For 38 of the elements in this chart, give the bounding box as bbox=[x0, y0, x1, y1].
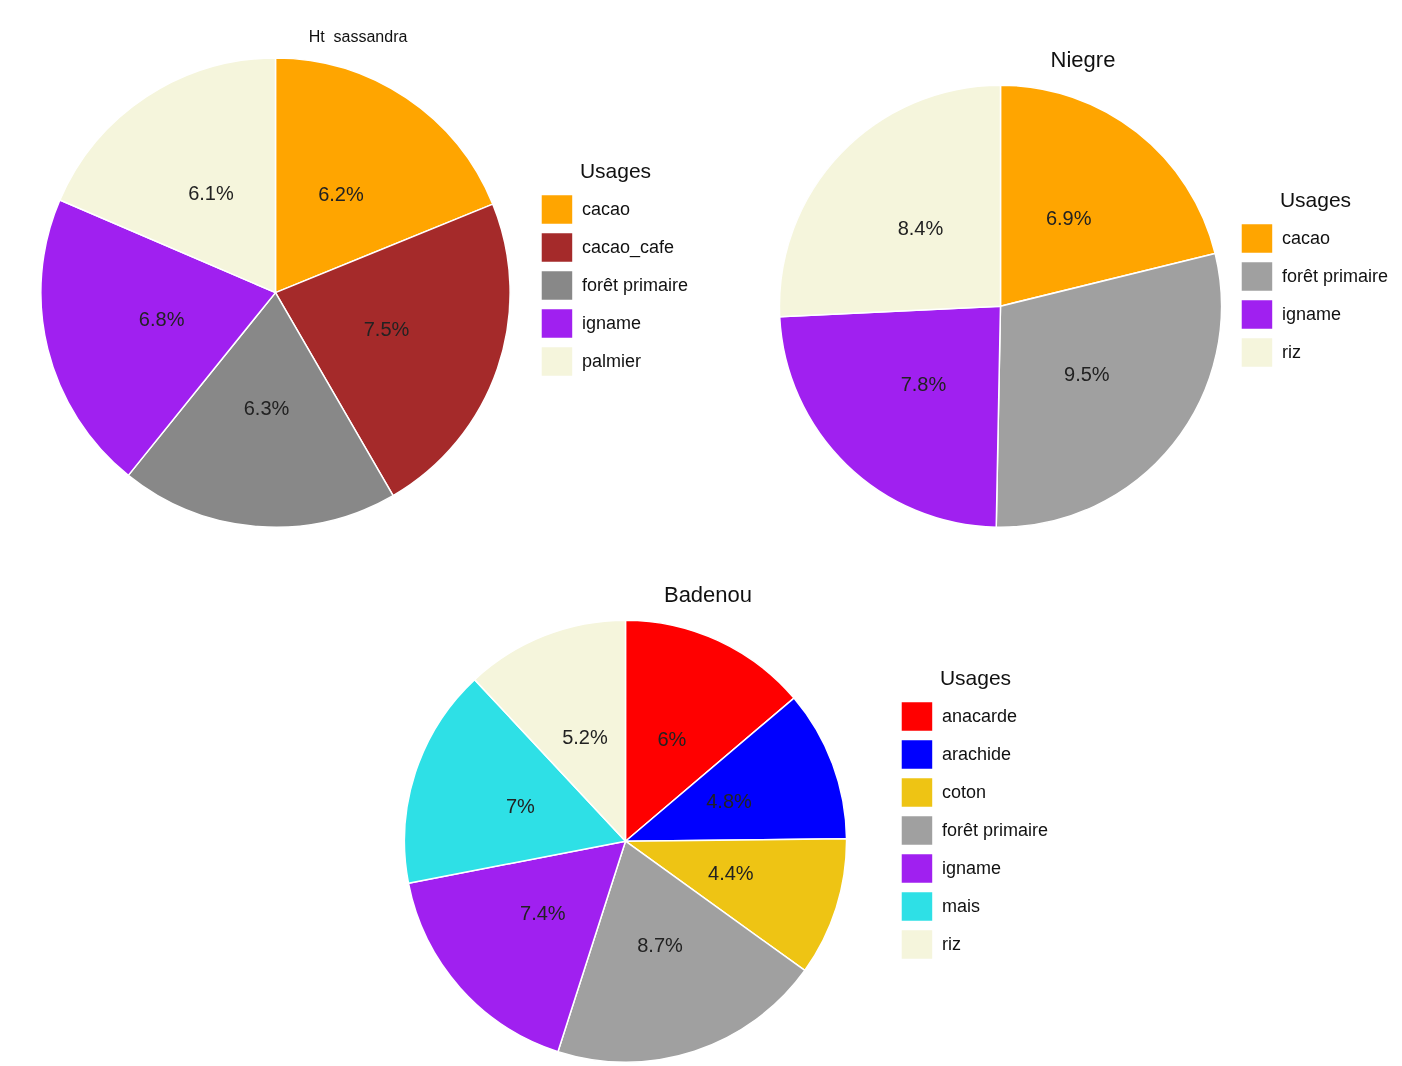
legend-label: igname bbox=[1281, 303, 1342, 324]
data-label: 6.3% bbox=[243, 397, 290, 420]
data-label: 6.1% bbox=[188, 182, 234, 205]
data-label: 4.8% bbox=[706, 790, 753, 813]
legend-label: igname bbox=[941, 857, 1002, 878]
legend-label: cacao_cafe bbox=[581, 236, 675, 258]
chart-title: Ht sassandra bbox=[308, 28, 408, 46]
data-label: 5.2% bbox=[562, 725, 608, 748]
legend-label: igname bbox=[581, 312, 642, 333]
legend-title: Usages bbox=[1279, 187, 1352, 211]
data-label: 6.9% bbox=[1045, 206, 1092, 229]
data-label: 4.4% bbox=[708, 862, 754, 885]
legend-title: Usages bbox=[579, 158, 652, 182]
data-label: 9.5% bbox=[1064, 362, 1110, 385]
chart-title: Niegre bbox=[1050, 47, 1116, 73]
legend-title: Usages bbox=[939, 665, 1012, 689]
data-label: 8.7% bbox=[637, 933, 684, 956]
data-label: 6% bbox=[657, 728, 687, 751]
legend-label: cacao bbox=[1281, 227, 1331, 248]
legend-label: mais bbox=[941, 895, 980, 916]
data-label: 6.8% bbox=[138, 308, 185, 331]
legend-label: riz bbox=[941, 933, 961, 954]
legend-label: anacarde bbox=[941, 705, 1018, 726]
data-label: 8.4% bbox=[897, 217, 944, 240]
legend-label: forêt primaire bbox=[941, 819, 1048, 840]
data-label: 7.8% bbox=[900, 372, 947, 395]
legend-label: arachide bbox=[941, 743, 1012, 764]
data-label: 7% bbox=[505, 794, 536, 817]
legend-label: palmier bbox=[581, 350, 641, 371]
legend-label: riz bbox=[1281, 341, 1301, 362]
legend-label: coton bbox=[941, 781, 987, 802]
chart-title: Badenou bbox=[663, 582, 753, 608]
data-label: 7.5% bbox=[363, 318, 410, 341]
data-label: 7.4% bbox=[520, 902, 566, 925]
legend-label: cacao bbox=[581, 198, 631, 219]
data-label: 6.2% bbox=[318, 182, 364, 205]
legend-label: forêt primaire bbox=[1281, 265, 1388, 286]
legend-label: forêt primaire bbox=[581, 274, 688, 295]
